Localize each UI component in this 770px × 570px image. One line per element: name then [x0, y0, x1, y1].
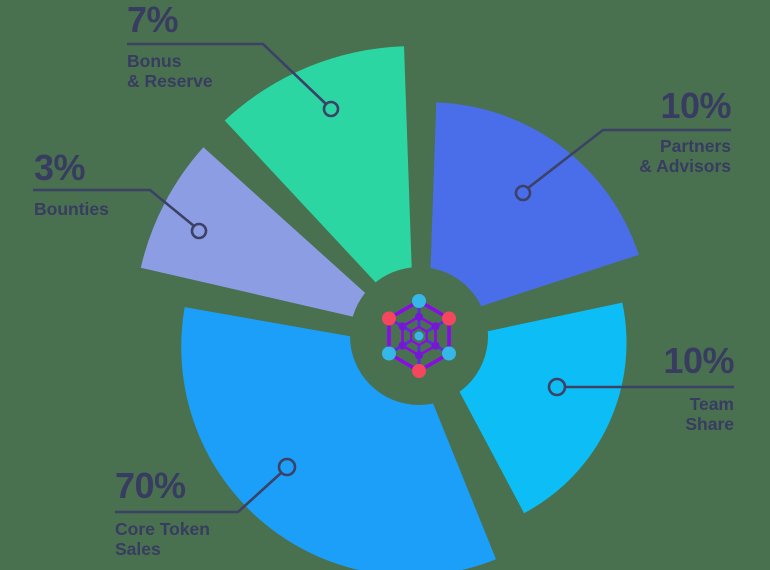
leader-line-core-token-sales — [115, 472, 282, 514]
leader-dot-team-share — [547, 377, 567, 397]
logo-mid-nodes — [398, 312, 440, 360]
label-team-line1: Team — [689, 394, 734, 414]
label-partners-line2: & Advisors — [639, 156, 731, 176]
pie-slice-bounties — [140, 147, 405, 329]
hexagon-network-logo — [382, 294, 456, 378]
percent-core-token-sales: 70% — [115, 465, 186, 506]
leader-dot-partners-advisors — [514, 184, 532, 202]
label-core-line1: Core Token — [115, 519, 210, 539]
label-team-line2: Share — [685, 414, 734, 434]
leader-dot-bonus-reserve — [322, 100, 340, 118]
leader-line-bonus-reserve — [127, 42, 327, 105]
percent-partners-advisors: 10% — [660, 85, 731, 126]
label-bonus-line1: Bonus — [127, 51, 182, 71]
logo-outer-nodes — [382, 294, 456, 378]
label-core-line2: Sales — [115, 539, 161, 559]
leader-dot-bounties — [190, 222, 208, 240]
label-bounties-line1: Bounties — [34, 199, 109, 219]
percent-bounties: 3% — [34, 147, 86, 188]
percent-team-share: 10% — [663, 340, 734, 381]
pie-slice-partners-advisors — [428, 102, 639, 324]
pie-slice-bonus-reserve — [224, 46, 414, 324]
label-partners-line1: Partners — [659, 136, 731, 156]
leader-dot-core-token-sales — [277, 457, 297, 477]
label-bonus-line2: & Reserve — [127, 71, 213, 91]
leader-line-partners-advisors — [527, 128, 731, 190]
logo-center-node — [414, 331, 424, 341]
leader-lines — [33, 42, 734, 514]
percent-bonus-reserve: 7% — [127, 0, 179, 40]
leader-line-bounties — [33, 188, 195, 228]
logo-inner-hexagon — [410, 325, 428, 347]
